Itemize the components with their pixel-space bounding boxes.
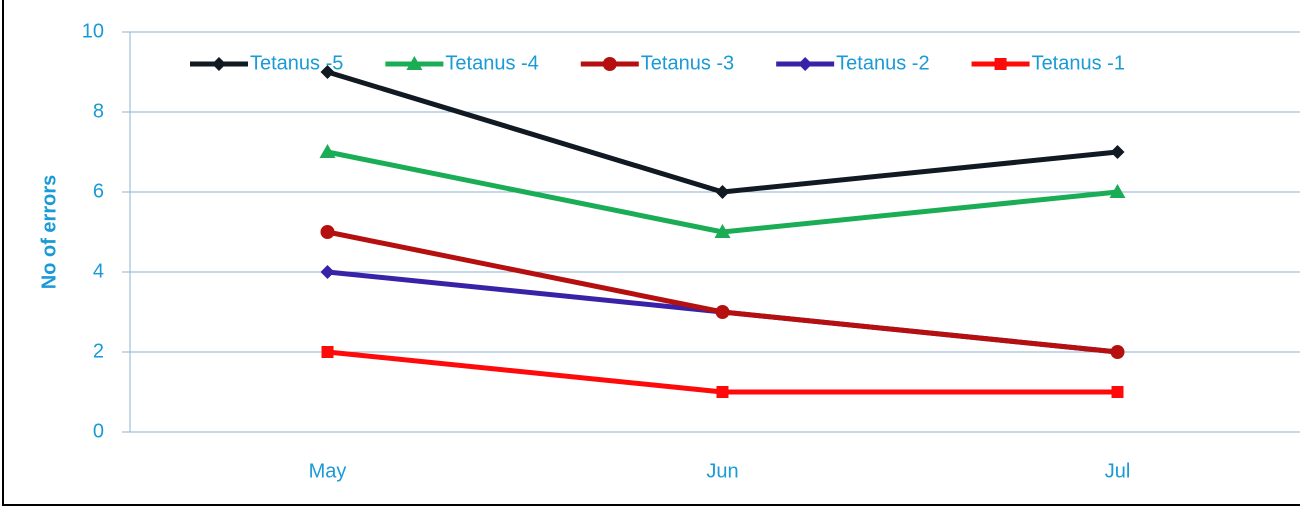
legend-label: Tetanus -5 [250, 52, 343, 74]
marker [1110, 145, 1125, 159]
y-tick-label: 6 [93, 180, 104, 202]
marker [320, 265, 335, 279]
legend-label: Tetanus -4 [445, 52, 538, 74]
marker [716, 386, 729, 398]
marker [321, 346, 334, 358]
marker [1111, 386, 1124, 398]
marker [212, 57, 226, 71]
legend-label: Tetanus -2 [836, 52, 929, 74]
y-tick-label: 0 [93, 420, 104, 442]
marker [798, 57, 813, 71]
marker [320, 225, 335, 239]
marker [715, 305, 730, 319]
marker [714, 224, 731, 238]
marker [320, 65, 335, 79]
marker [319, 144, 336, 158]
series-line [327, 229, 1118, 355]
y-axis-label: No of errors [38, 175, 60, 289]
marker [1110, 345, 1125, 359]
marker [1109, 184, 1126, 198]
legend-label: Tetanus -1 [1032, 52, 1125, 74]
y-tick-label: 4 [93, 260, 104, 282]
y-tick-label: 2 [93, 340, 104, 362]
y-tick-label: 10 [82, 20, 104, 42]
y-tick-label: 8 [93, 100, 104, 122]
x-tick-label: May [309, 460, 347, 482]
x-tick-label: Jul [1105, 460, 1131, 482]
marker [602, 57, 617, 71]
marker [715, 185, 730, 199]
marker [406, 56, 423, 70]
x-tick-label: Jun [706, 460, 738, 482]
legend-label: Tetanus -3 [641, 52, 734, 74]
marker [994, 58, 1007, 70]
